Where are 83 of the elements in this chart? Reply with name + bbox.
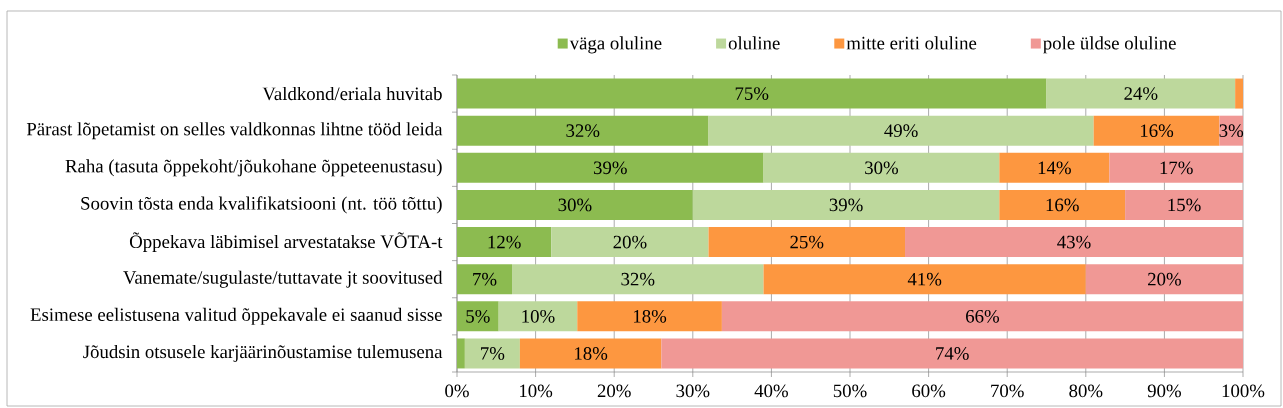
data-label: 24% — [1124, 87, 1158, 100]
legend-label: oluline — [728, 36, 780, 50]
x-tick-label: 20% — [597, 384, 631, 398]
bar — [1085, 264, 1244, 295]
y-tick-label: Jõudsin otsusele karjäärinõustamise tulemusena — [83, 344, 443, 362]
x-tick-label: 60% — [912, 384, 946, 398]
data-label: 18% — [634, 309, 667, 323]
x-tick-label: 80% — [1069, 384, 1103, 398]
legend-label: mitte eriti oluline — [846, 36, 977, 50]
bar — [999, 189, 1126, 220]
data-label: 12% — [488, 235, 521, 249]
bar — [457, 301, 499, 332]
data-label: 25% — [790, 235, 824, 249]
y-tick-label: Õppekava läbimisel arvestatakse VÕTA-t — [129, 232, 443, 252]
bar — [1093, 115, 1220, 146]
y-tick-label: Raha (tasuta õppekoht/jõukohane õppeteenustasu) — [65, 159, 442, 177]
data-label: 17% — [1160, 161, 1193, 175]
bar — [661, 338, 1244, 369]
bar — [1235, 78, 1244, 109]
data-label: 32% — [621, 272, 655, 286]
data-label: 75% — [735, 87, 769, 100]
data-label: 20% — [613, 235, 647, 249]
bar — [457, 189, 693, 220]
bar — [464, 338, 520, 369]
bar — [457, 115, 709, 146]
bar — [512, 264, 764, 295]
data-label: 30% — [865, 161, 899, 175]
bar — [498, 301, 578, 332]
bar — [1109, 152, 1244, 183]
x-tick-label: 70% — [991, 384, 1024, 398]
bar — [457, 338, 465, 369]
data-label: 15% — [1168, 198, 1201, 212]
data-label: 41% — [907, 272, 942, 286]
data-label: 43% — [1057, 235, 1091, 249]
data-label: 3% — [1219, 124, 1244, 138]
data-label: 39% — [593, 161, 627, 175]
bar — [457, 152, 764, 183]
bar — [551, 227, 709, 258]
bar — [708, 227, 906, 258]
data-label: 16% — [1140, 124, 1174, 138]
bar — [692, 189, 1000, 220]
data-label: 7% — [481, 347, 505, 360]
x-tick-label: 10% — [520, 384, 553, 398]
data-label: 14% — [1038, 161, 1071, 175]
bar — [999, 152, 1110, 183]
x-tick-label: 100% — [1222, 384, 1265, 398]
y-tick-label: Valdkond/eriala huvitab — [262, 86, 442, 101]
bar — [763, 264, 1086, 295]
legend-label: väga oluline — [569, 36, 662, 54]
data-label: 7% — [473, 272, 497, 286]
data-label: 10% — [522, 309, 555, 323]
bar — [457, 264, 513, 295]
data-label: 49% — [884, 124, 918, 138]
data-label: 5% — [466, 309, 490, 323]
y-tick-label: Pärast lõpetamist on selles valdkonnas lihtne tööd leida — [26, 122, 443, 140]
data-label: 18% — [575, 347, 608, 360]
data-label: 30% — [558, 198, 592, 212]
bar — [708, 115, 1094, 146]
x-tick-label: 50% — [833, 384, 867, 398]
data-label: 32% — [566, 124, 600, 138]
bar — [457, 78, 1047, 109]
x-tick-label: 0% — [445, 384, 469, 398]
x-tick-label: 40% — [754, 384, 788, 398]
data-label: 20% — [1148, 272, 1181, 286]
x-tick-label: 90% — [1147, 384, 1181, 398]
y-tick-label: Vanemate/sugulaste/tuttavate jt soovitused — [123, 270, 443, 288]
y-tick-label: Esimese eelistusena valitud õppekavale ei saanud sisse — [30, 307, 442, 325]
x-tick-label: 30% — [676, 384, 710, 398]
bar — [1125, 189, 1244, 220]
y-tick-label: Soovin tõsta enda kvalifikatsiooni (nt. töö tõttu) — [81, 196, 442, 214]
bar — [1046, 78, 1236, 109]
bar — [905, 227, 1244, 258]
bar — [1219, 115, 1244, 146]
data-label: 39% — [829, 198, 863, 212]
bar — [519, 338, 662, 369]
bar — [763, 152, 1000, 183]
data-label: 16% — [1046, 198, 1079, 212]
bar — [457, 227, 552, 258]
bar — [721, 301, 1244, 332]
legend-label: pole üldse oluline — [1043, 36, 1176, 54]
data-label: 74% — [936, 347, 969, 360]
data-label: 66% — [966, 309, 1000, 323]
bar — [577, 301, 722, 332]
